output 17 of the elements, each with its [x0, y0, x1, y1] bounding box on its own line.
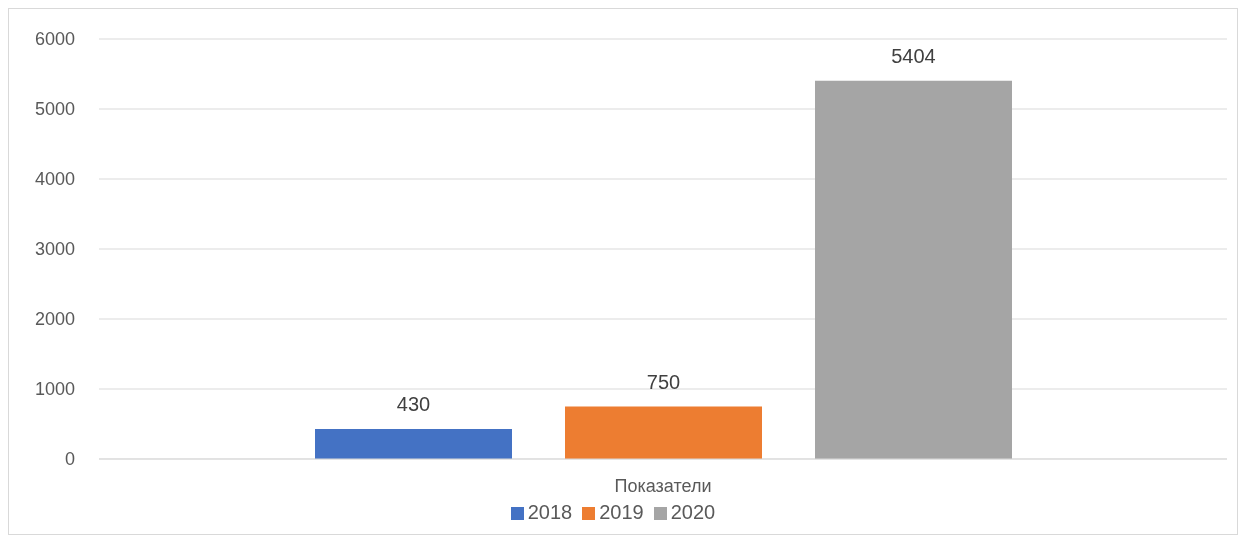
data-label: 5404 [891, 44, 936, 67]
bar [315, 428, 512, 459]
y-tick-label: 4000 [34, 169, 75, 190]
y-tick-label: 1000 [34, 379, 75, 400]
bar [565, 406, 762, 459]
data-label: 750 [646, 370, 681, 393]
bar [815, 80, 1012, 459]
legend-label: 2020 [670, 501, 716, 523]
data-label: 430 [396, 392, 431, 415]
y-tick-label: 6000 [34, 29, 75, 50]
legend-label: 2019 [599, 501, 644, 523]
y-tick-label: 5000 [34, 99, 75, 120]
x-tick-label: Показатели [614, 475, 712, 496]
y-tick-label: 0 [64, 449, 75, 470]
y-tick-label: 2000 [34, 309, 75, 330]
legend-label: 2018 [527, 501, 573, 523]
y-tick-label: 3000 [34, 239, 75, 260]
